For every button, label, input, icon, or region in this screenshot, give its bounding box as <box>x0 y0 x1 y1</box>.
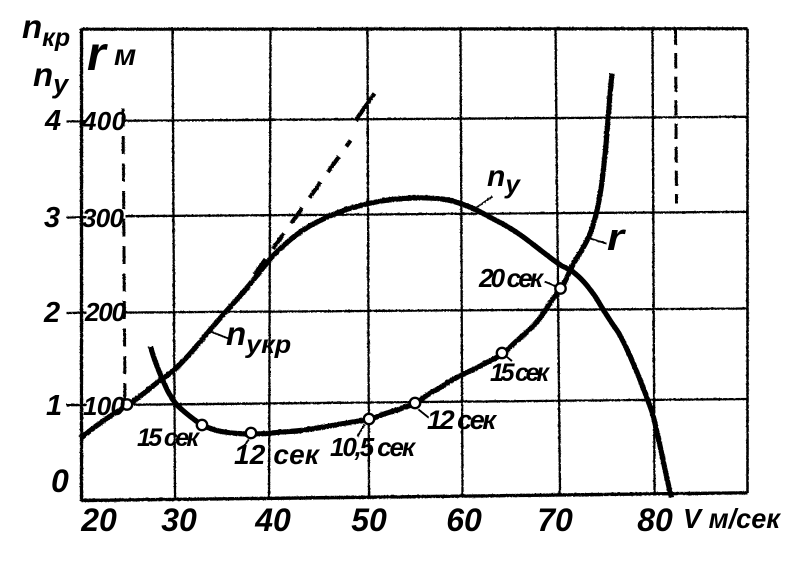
svg-text:r: r <box>87 28 108 81</box>
svg-text:nу: nу <box>487 160 521 199</box>
svg-text:20 сек: 20 сек <box>478 263 545 293</box>
svg-text:20: 20 <box>80 502 117 538</box>
svg-text:м: м <box>114 39 136 72</box>
svg-text:50: 50 <box>351 502 387 538</box>
svg-text:300: 300 <box>82 203 125 233</box>
svg-text:40: 40 <box>254 502 291 538</box>
svg-text:15 сек: 15 сек <box>137 424 200 452</box>
svg-text:1: 1 <box>46 390 62 422</box>
svg-text:12 сек: 12 сек <box>427 405 497 435</box>
svg-text:400: 400 <box>81 106 127 136</box>
svg-text:0: 0 <box>51 463 69 499</box>
svg-text:3: 3 <box>44 202 60 234</box>
svg-text:70: 70 <box>537 502 573 538</box>
svg-text:r: r <box>607 217 627 259</box>
svg-text:200: 200 <box>84 297 127 327</box>
svg-text:V м/сек: V м/сек <box>683 503 782 534</box>
svg-text:12 сек: 12 сек <box>234 439 321 470</box>
svg-text:80: 80 <box>637 502 673 538</box>
svg-text:30: 30 <box>161 502 197 538</box>
svg-text:60: 60 <box>446 502 482 538</box>
svg-text:15 сек: 15 сек <box>490 359 550 387</box>
svg-text:4: 4 <box>44 105 61 137</box>
svg-text:2: 2 <box>43 297 60 329</box>
svg-text:100: 100 <box>83 391 126 421</box>
svg-text:10,5 сек: 10,5 сек <box>330 432 417 462</box>
svg-text:nкр: nкр <box>22 8 70 52</box>
